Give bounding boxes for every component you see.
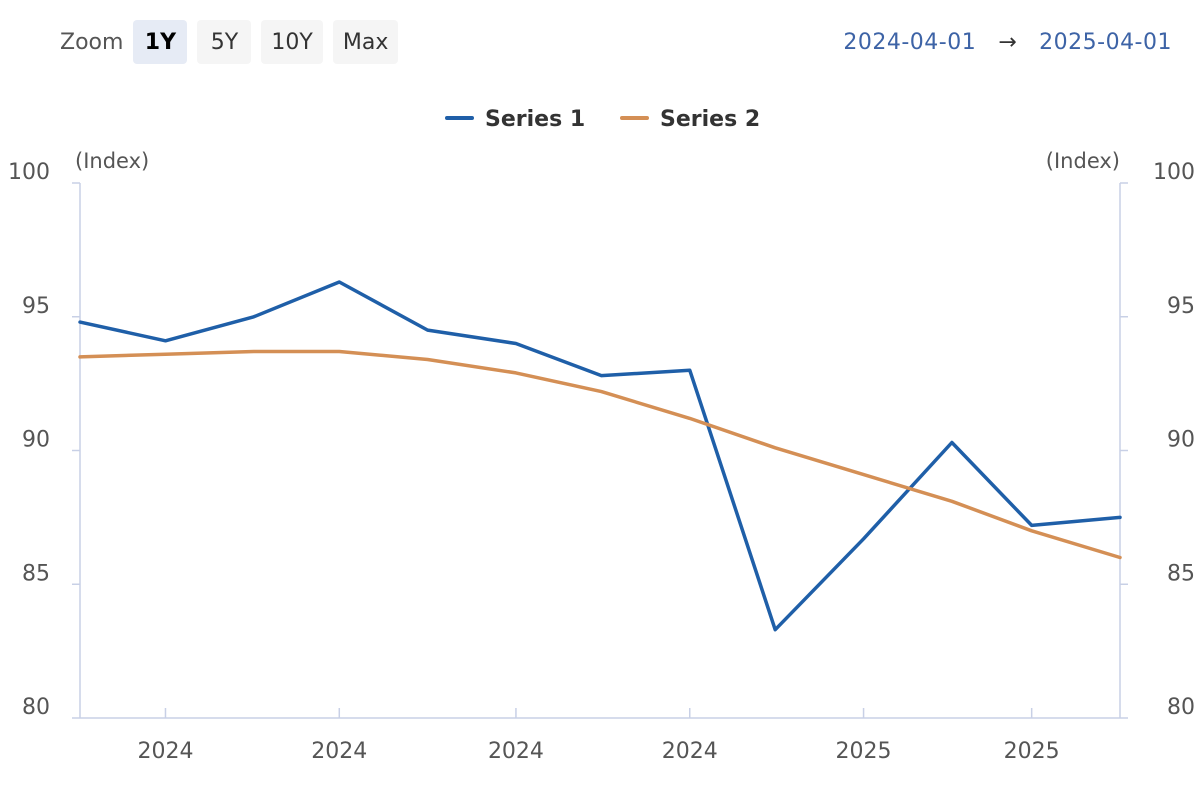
x-tick-label: 2025 xyxy=(1004,739,1060,764)
y-tick-label-right: 80 xyxy=(1167,695,1195,720)
y-tick-label-right: 85 xyxy=(1167,561,1195,586)
x-tick-label: 2025 xyxy=(836,739,892,764)
zoom-1y-button[interactable]: 1Y xyxy=(133,20,188,64)
range-from-date[interactable]: 2024-04-01 xyxy=(843,29,977,55)
date-range: 2024-04-01 → 2025-04-01 xyxy=(843,20,1172,64)
zoom-10y-button[interactable]: 10Y xyxy=(261,20,323,64)
y-tick-label-left: 90 xyxy=(22,428,50,453)
legend-label-series-2: Series 2 xyxy=(660,107,760,132)
range-to-date[interactable]: 2025-04-01 xyxy=(1039,29,1172,55)
series-lines xyxy=(78,280,1122,632)
zoom-max-button[interactable]: Max xyxy=(332,20,399,64)
y-tick-label-right: 90 xyxy=(1167,428,1195,453)
y-tick-label-left: 80 xyxy=(22,695,50,720)
y-tick-label-left: 85 xyxy=(22,561,50,586)
y-axis-left-label: (Index) xyxy=(75,149,149,173)
series-2-line xyxy=(78,349,1122,560)
legend-item-series-2[interactable]: Series 2 xyxy=(620,107,760,132)
zoom-label: Zoom xyxy=(60,29,124,55)
range-arrow: → xyxy=(998,29,1018,55)
zoom-bar: Zoom 1Y 5Y 10Y Max xyxy=(60,20,408,64)
legend: Series 1 Series 2 xyxy=(445,107,760,132)
y-tick-label-left: 95 xyxy=(22,294,50,319)
series-1-line xyxy=(78,280,1122,632)
y-tick-label-left: 100 xyxy=(8,160,50,185)
legend-label-series-1: Series 1 xyxy=(485,107,585,132)
legend-item-series-1[interactable]: Series 1 xyxy=(445,107,585,132)
x-tick-label: 2024 xyxy=(662,739,718,764)
axes: 80 80 85 85 90 90 95 95 100 100 2024 2024 2024 2024 20… xyxy=(8,160,1195,764)
x-tick-label: 2024 xyxy=(488,739,544,764)
y-tick-label-right: 100 xyxy=(1153,160,1195,185)
x-tick-label: 2024 xyxy=(311,739,367,764)
zoom-5y-button[interactable]: 5Y xyxy=(197,20,252,64)
y-axis-right-label: (Index) xyxy=(1046,149,1120,173)
x-tick-label: 2024 xyxy=(137,739,193,764)
y-tick-label-right: 95 xyxy=(1167,294,1195,319)
